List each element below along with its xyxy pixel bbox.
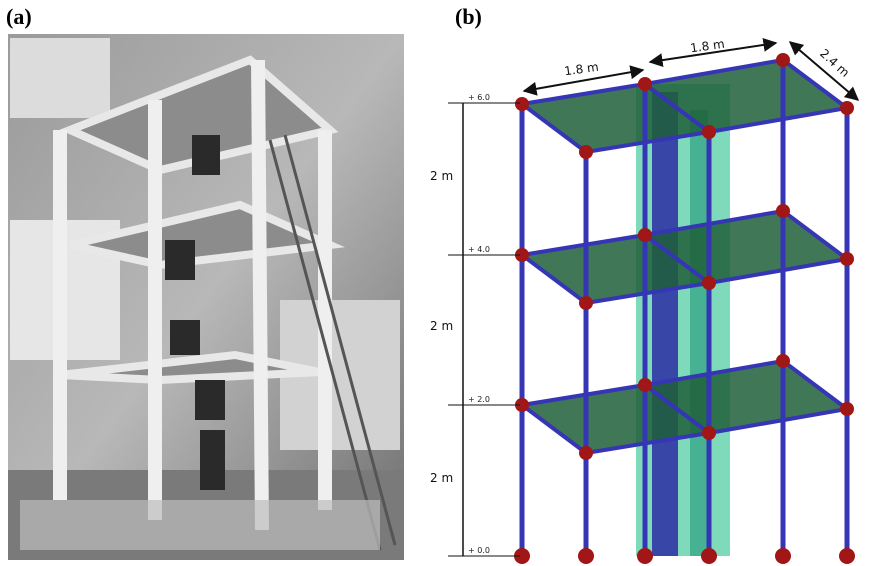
core-wall	[636, 84, 730, 556]
joint	[702, 426, 716, 440]
support	[701, 548, 717, 564]
level-label: + 0.0	[468, 546, 490, 555]
figure: (a) (b) 1.8 m 1.8	[0, 0, 871, 566]
joint	[776, 354, 790, 368]
panel-label: (a)	[6, 4, 32, 29]
dimension-label: 2.4 m	[817, 46, 852, 80]
level-label: + 2.0	[468, 395, 490, 404]
support	[839, 548, 855, 564]
dimension-label: 1.8 m	[689, 37, 725, 56]
joint	[776, 204, 790, 218]
story-height-label: 2 m	[430, 471, 453, 485]
joint	[840, 402, 854, 416]
structure-model	[514, 53, 855, 564]
support	[578, 548, 594, 564]
joint	[579, 446, 593, 460]
joint	[702, 125, 716, 139]
joint	[638, 228, 652, 242]
support	[637, 548, 653, 564]
joint	[515, 97, 529, 111]
level-label: + 6.0	[468, 93, 490, 102]
joint	[702, 276, 716, 290]
dimension-label: 1.8 m	[563, 60, 599, 79]
joint	[776, 53, 790, 67]
core-wall	[690, 110, 708, 556]
elevation-scale: + 6.0 + 4.0 + 2.0 + 0.0 2 m 2 m 2 m	[430, 93, 520, 556]
story-height-label: 2 m	[430, 169, 453, 183]
joint	[579, 296, 593, 310]
support	[775, 548, 791, 564]
story-height-label: 2 m	[430, 319, 453, 333]
joint	[840, 101, 854, 115]
joint	[638, 378, 652, 392]
level-label: + 4.0	[468, 245, 490, 254]
joint	[840, 252, 854, 266]
core-wall	[652, 92, 678, 556]
joint	[579, 145, 593, 159]
panel-label: (b)	[455, 4, 482, 29]
photo	[8, 34, 404, 560]
joint	[638, 77, 652, 91]
